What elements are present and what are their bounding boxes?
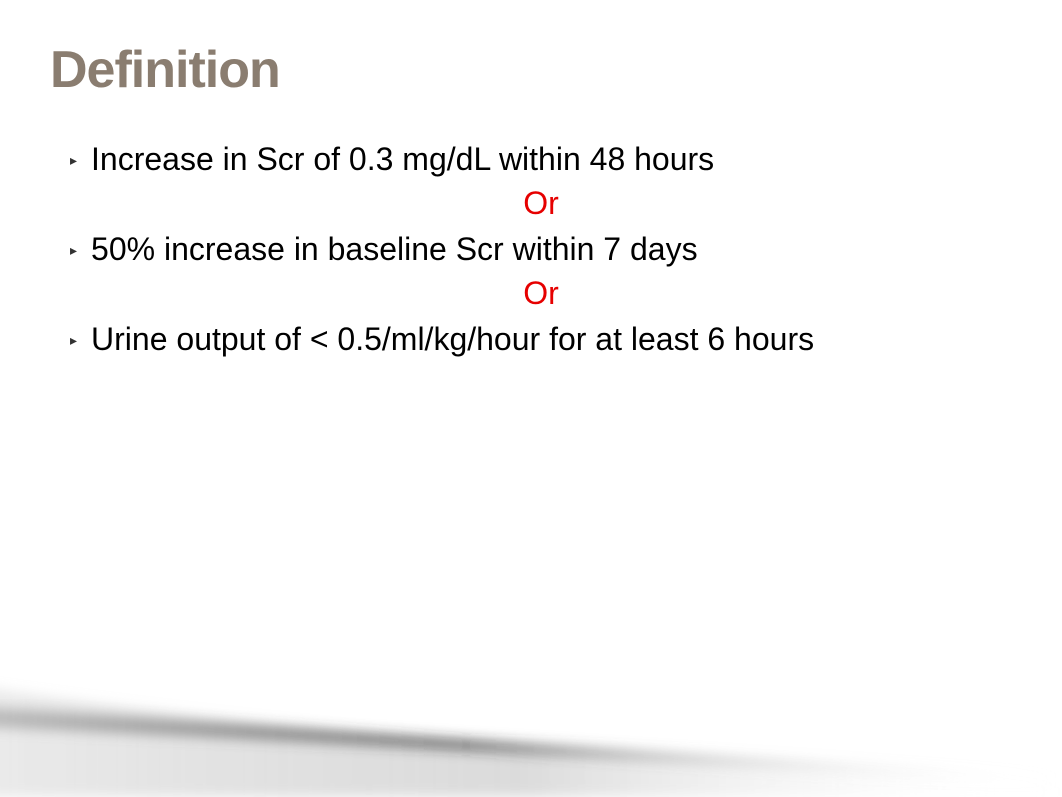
slide-title: Definition <box>50 40 1012 100</box>
or-separator: Or <box>70 275 1012 312</box>
bullet-item: ▸ 50% increase in baseline Scr within 7 … <box>70 228 1012 271</box>
slide-container: Definition ▸ Increase in Scr of 0.3 mg/d… <box>0 0 1062 797</box>
bullet-text: Urine output of < 0.5/ml/kg/hour for at … <box>91 318 814 361</box>
bullet-item: ▸ Urine output of < 0.5/ml/kg/hour for a… <box>70 318 1012 361</box>
decorative-swoosh <box>0 637 1062 797</box>
bullet-marker-icon: ▸ <box>70 152 77 169</box>
content-area: ▸ Increase in Scr of 0.3 mg/dL within 48… <box>50 138 1012 362</box>
bullet-item: ▸ Increase in Scr of 0.3 mg/dL within 48… <box>70 138 1012 181</box>
bullet-marker-icon: ▸ <box>70 242 77 259</box>
bullet-text: 50% increase in baseline Scr within 7 da… <box>91 228 698 271</box>
bullet-text: Increase in Scr of 0.3 mg/dL within 48 h… <box>91 138 714 181</box>
or-separator: Or <box>70 185 1012 222</box>
bullet-marker-icon: ▸ <box>70 332 77 349</box>
